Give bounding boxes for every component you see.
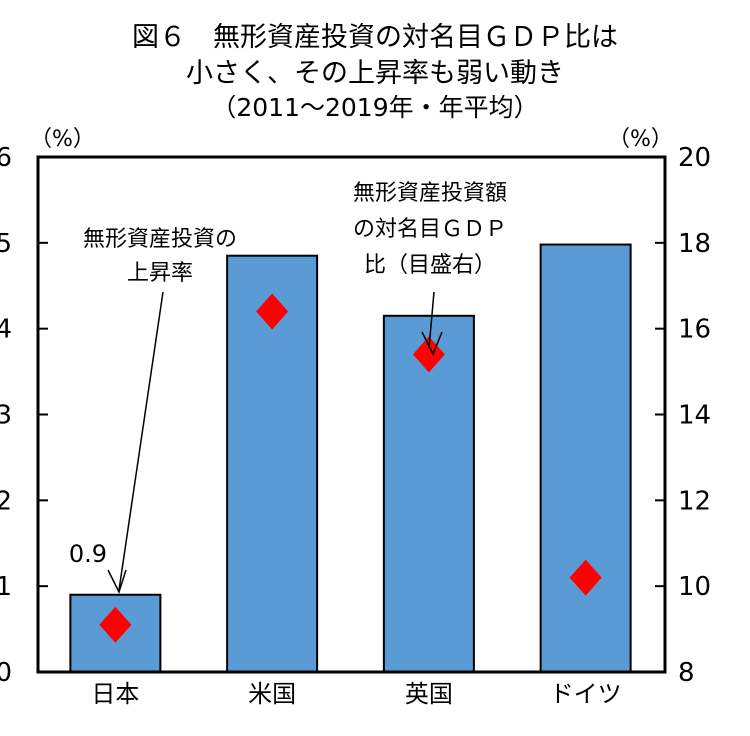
bar-annotation-line-2: 上昇率 [127,261,193,286]
ratio-annotation-arrowhead [421,331,443,356]
left-axis-unit: （%） [30,127,95,152]
ratio-annotation-arrow [428,291,435,349]
bar-annotation-arrow [118,291,164,591]
bar-3 [539,243,632,674]
diamond-marker-3 [569,559,602,596]
bar-annotation-arrowhead [107,569,127,594]
left-tick-label: 4 [0,315,12,345]
diamond-marker-1 [256,293,289,330]
right-tick-label: 12 [678,486,711,516]
left-tick-label: 5 [0,229,12,259]
left-tick-label: 0 [0,658,12,688]
ratio-annotation-line-3: 比（目盛右） [364,253,496,278]
right-axis-unit: （%） [608,127,673,152]
right-tick-label: 18 [678,229,711,259]
left-tick-label: 6 [0,143,12,173]
left-tick-label: 3 [0,401,12,431]
chart-title-line-3: （2011～2019年・年平均） [211,93,538,122]
plot-frame [36,155,667,674]
diamond-marker-0 [99,606,132,643]
japan-value-label: 0.9 [69,540,107,568]
right-tick-label: 10 [678,572,711,602]
ratio-annotation-line-2: の対名目ＧＤＰ [353,217,507,242]
bar-2 [382,314,475,673]
chart-title-line-1: 図６ 無形資産投資の対名目ＧＤＰ比は [132,22,618,53]
left-tick-label: 1 [0,572,12,602]
right-tick-label: 14 [678,401,711,431]
x-tick-label: 米国 [248,680,296,708]
x-tick-label: 日本 [91,680,139,708]
left-tick-label: 2 [0,486,12,516]
ratio-annotation-line-1: 無形資産投資額 [353,181,507,206]
right-tick-label: 16 [678,315,711,345]
right-tick-label: 8 [678,658,695,688]
x-tick-label: 英国 [405,680,453,708]
bar-annotation-line-1: 無形資産投資の [83,227,237,252]
right-tick-label: 20 [678,143,711,173]
chart-title-line-2: 小さく、その上昇率も弱い動き [186,58,564,89]
x-tick-label: ドイツ [550,680,622,708]
